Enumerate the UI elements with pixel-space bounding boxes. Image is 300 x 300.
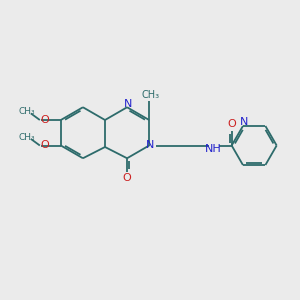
- Text: O: O: [123, 173, 131, 183]
- Text: O: O: [227, 119, 236, 130]
- Text: CH₃: CH₃: [142, 90, 160, 100]
- Text: O: O: [40, 140, 49, 151]
- Text: CH₃: CH₃: [18, 107, 34, 116]
- Text: NH: NH: [205, 144, 222, 154]
- Text: N: N: [240, 116, 249, 127]
- Text: CH₃: CH₃: [18, 133, 34, 142]
- Text: N: N: [124, 99, 132, 109]
- Text: O: O: [40, 115, 49, 125]
- Text: N: N: [146, 140, 154, 151]
